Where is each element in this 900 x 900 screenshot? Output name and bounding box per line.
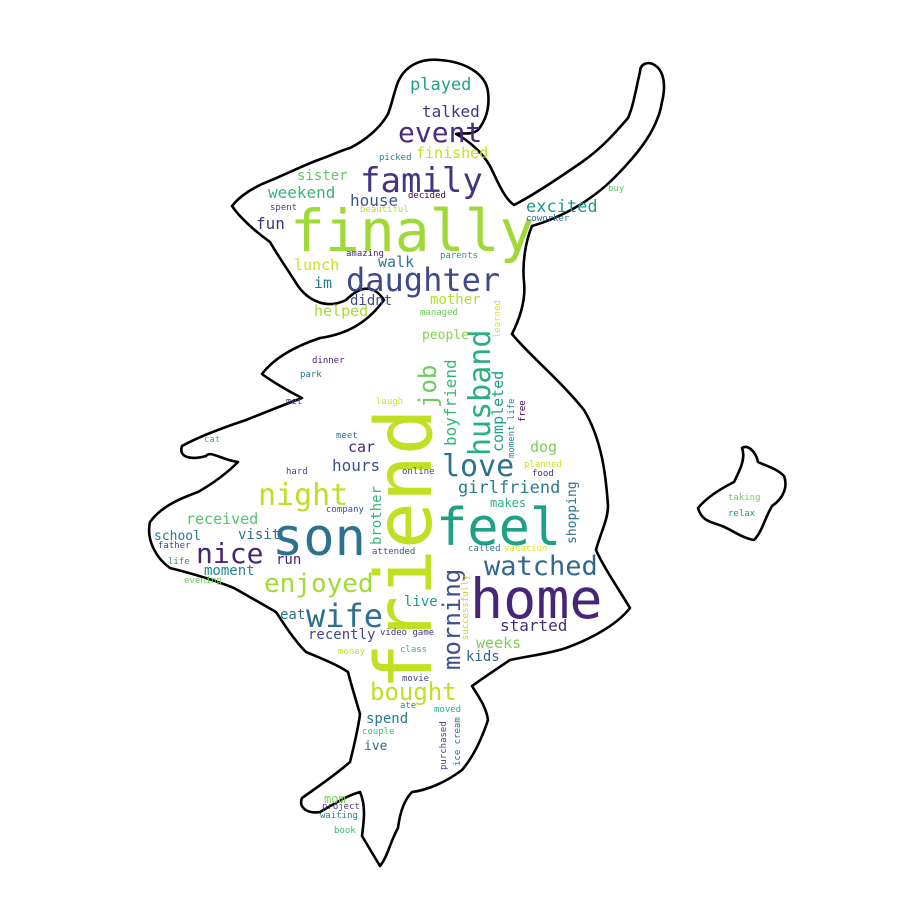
word-night: night	[258, 478, 349, 513]
word-run: run	[276, 552, 302, 568]
word-son: son	[272, 508, 366, 568]
word-learned: learned	[493, 300, 503, 338]
word-coworker: coworker	[526, 214, 570, 224]
word-class: class	[400, 645, 428, 655]
word-job: job	[414, 364, 442, 408]
word-home: home	[470, 567, 603, 631]
word-free: free	[518, 400, 528, 422]
word-started: started	[500, 616, 568, 635]
word-cat: cat	[204, 435, 221, 445]
word-boyfriend: boyfriend	[441, 359, 460, 446]
word-hard: hard	[286, 467, 308, 477]
word-dog: dog	[530, 438, 558, 456]
word-completed: completed	[489, 370, 507, 452]
word-mother: mother	[430, 292, 481, 308]
word-live: live	[404, 594, 438, 610]
word-waiting: waiting	[320, 811, 358, 821]
word-lunch: lunch	[294, 256, 340, 274]
word-beautiful: beautiful	[360, 205, 409, 215]
word-ive: ive	[364, 739, 388, 754]
word-ice-cream: ice cream	[453, 717, 463, 766]
word-parents: parents	[440, 251, 478, 261]
word-movie: movie	[402, 674, 430, 684]
word-book: book	[334, 826, 356, 836]
word-wife: wife	[306, 597, 384, 635]
word-feel: feel	[436, 498, 562, 558]
word-purchased: purchased	[439, 721, 449, 770]
word-daughter: daughter	[346, 261, 501, 299]
word-love: love	[442, 449, 515, 484]
word-taking: taking	[728, 493, 761, 503]
word-excited: excited	[526, 197, 598, 217]
word-brother: brother	[369, 485, 385, 545]
word-hours: hours	[332, 456, 381, 475]
word-company: company	[326, 505, 364, 515]
word-house: house	[350, 191, 399, 210]
word-didnt: didnt	[350, 293, 393, 309]
word-moment-life: moment life	[507, 398, 517, 458]
word-finally: finally	[290, 197, 535, 265]
word-dinner: dinner	[312, 356, 345, 366]
word-received: received	[186, 510, 259, 528]
word-managed: managed	[420, 308, 458, 318]
word-relax: relax	[728, 509, 756, 519]
word-sister: sister	[297, 168, 348, 184]
word-buy: buy	[608, 184, 625, 194]
word-spend: spend	[366, 711, 409, 727]
word-spent: spent	[270, 203, 298, 213]
word-called: called	[468, 544, 501, 554]
word-decided: decided	[408, 191, 446, 201]
word-picked: picked	[379, 153, 412, 163]
word-bought: bought	[370, 678, 457, 706]
word-planned: planned	[524, 460, 562, 470]
word-recently: recently	[308, 627, 376, 643]
word-eat: eat	[280, 607, 306, 623]
word-played: played	[410, 75, 472, 95]
word-makes: makes	[490, 496, 527, 510]
word-meet: meet	[336, 431, 358, 441]
word-mom: mom	[324, 792, 346, 806]
word-moment: moment	[204, 563, 255, 579]
word-met: met	[286, 397, 303, 407]
word-successfully: successfully	[461, 574, 471, 640]
word-ate: ate	[400, 701, 417, 711]
word-laugh: laugh	[376, 397, 404, 407]
word-weeks: weeks	[476, 634, 522, 652]
word-talked: talked	[422, 102, 480, 121]
word-amazing: amazing	[346, 249, 384, 259]
word-life: life	[168, 557, 190, 567]
word-moved: moved	[434, 705, 462, 715]
word-event: event	[398, 116, 483, 149]
word-nice: nice	[196, 537, 264, 570]
word-girlfriend: girlfriend	[458, 478, 561, 498]
word-project: project	[322, 802, 360, 812]
word-vacation: vacation	[504, 544, 548, 554]
word-food: food	[532, 469, 554, 479]
word-kids: kids	[466, 649, 500, 665]
word-couple: couple	[362, 727, 395, 737]
word-attended: attended	[372, 547, 416, 557]
word-weekend: weekend	[268, 183, 336, 202]
word-father: father	[158, 541, 191, 551]
word-evening: evening	[184, 576, 222, 586]
word-visit: visit	[238, 527, 281, 543]
word-school: school	[154, 529, 201, 544]
word-enjoyed: enjoyed	[264, 569, 374, 599]
word-money: money	[338, 647, 366, 657]
word-finished: finished	[416, 144, 489, 162]
word-watched: watched	[484, 551, 598, 582]
word-online: online	[402, 467, 435, 477]
word-park: park	[300, 370, 322, 380]
word-people: people	[422, 328, 469, 343]
word-shopping: shopping	[565, 481, 580, 544]
word-video-game: video game	[380, 628, 435, 638]
word-fun: fun	[256, 214, 285, 233]
word-car: car	[348, 438, 376, 456]
word-walk: walk	[378, 253, 415, 271]
word-im: im	[314, 274, 333, 292]
word-family: family	[360, 161, 483, 201]
word-helped: helped	[314, 302, 369, 320]
